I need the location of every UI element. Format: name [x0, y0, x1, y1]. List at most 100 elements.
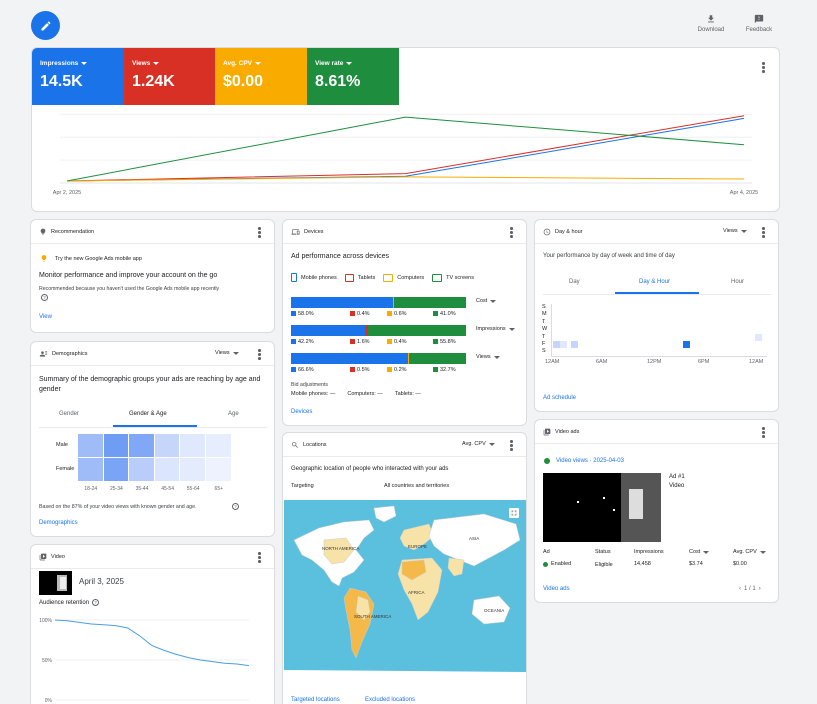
heatmap-cell[interactable] — [78, 434, 103, 457]
heatmap-cell[interactable] — [206, 458, 231, 481]
more-options-icon[interactable] — [762, 427, 765, 438]
next-page-icon[interactable]: › — [758, 586, 761, 592]
hour-label: 6PM — [698, 358, 710, 365]
device-segment — [392, 297, 394, 308]
video-ad-preview[interactable] — [543, 473, 661, 542]
dayhour-cell[interactable] — [571, 341, 578, 348]
feedback-button[interactable]: Feedback — [739, 14, 779, 33]
tab-age[interactable]: Age — [228, 411, 239, 417]
tab-gender[interactable]: Gender — [59, 411, 80, 417]
x-axis-line — [551, 355, 767, 357]
prev-page-icon[interactable]: ‹ — [739, 586, 741, 592]
recommendation-card: Recommendation Try the new Google Ads mo… — [30, 219, 275, 333]
col-avg-cpv[interactable]: Avg. CPV — [733, 549, 766, 555]
more-options-icon[interactable] — [762, 227, 765, 238]
dayhour-cell[interactable] — [754, 333, 762, 341]
device-stacked-bar[interactable] — [291, 353, 466, 364]
phone-icon — [291, 273, 297, 282]
heatmap-cell[interactable] — [154, 458, 180, 481]
device-segment — [364, 325, 368, 336]
device-percent: 32.7% — [440, 367, 456, 373]
metric-tile-avg-cpv[interactable]: Avg. CPV $0.00 — [215, 48, 307, 105]
heatmap-cell[interactable] — [103, 434, 129, 457]
devices-link[interactable]: Devices — [291, 409, 313, 415]
metric-label: Impressions — [40, 60, 79, 67]
legend-swatch — [387, 367, 392, 373]
device-metric-dropdown[interactable]: Impressions — [476, 326, 515, 332]
tab-gender-age[interactable]: Gender & Age — [129, 411, 167, 417]
audience-retention-chart: 100% 50% 0% — [39, 618, 250, 704]
tab-hour[interactable]: Hour — [731, 279, 745, 285]
help-icon[interactable]: ? — [92, 599, 100, 606]
metric-tile-views[interactable]: Views 1.24K — [124, 48, 215, 105]
device-segment — [368, 325, 466, 336]
more-options-icon[interactable] — [258, 552, 261, 563]
dayhour-cell[interactable] — [553, 341, 560, 348]
caret-down-icon — [255, 62, 262, 65]
fullscreen-button[interactable] — [509, 508, 519, 518]
device-metric-dropdown[interactable]: Views — [476, 354, 500, 360]
help-icon[interactable]: ? — [41, 294, 48, 301]
excluded-locations-link[interactable]: Excluded locations — [365, 697, 416, 703]
metric-value: 1.24K — [132, 73, 175, 90]
day-label: W — [542, 326, 548, 333]
heatmap-cell[interactable] — [103, 458, 129, 481]
dayhour-cell[interactable] — [560, 341, 568, 348]
heatmap-col-label: 35-44 — [135, 486, 149, 492]
targeted-locations-link[interactable]: Targeted locations — [291, 697, 340, 703]
metric-tile-view-rate[interactable]: View rate 8.61% — [307, 48, 399, 105]
heatmap-cell[interactable] — [78, 458, 103, 481]
row-eligibility: Eligible — [595, 562, 613, 568]
more-options-icon[interactable] — [258, 227, 261, 238]
more-options-icon[interactable] — [510, 227, 513, 238]
recommendation-tip: Try the new Google Ads mobile app — [55, 255, 142, 262]
dayhour-metric-dropdown[interactable]: Views — [723, 228, 747, 234]
legend-swatch — [291, 311, 296, 317]
heatmap-cell[interactable] — [129, 458, 154, 481]
heatmap-col-label: 18-24 — [84, 486, 98, 492]
video-ads-link[interactable]: Video ads — [543, 586, 570, 592]
more-options-icon[interactable] — [510, 440, 513, 451]
lightbulb-icon — [41, 255, 47, 262]
pager-text: 1 / 1 — [744, 586, 756, 592]
day-hour-card: Day & hour Views Your performance by day… — [534, 219, 779, 412]
heatmap-cell[interactable] — [154, 434, 180, 457]
tab-day[interactable]: Day — [569, 279, 580, 285]
demographics-summary: Summary of the demographic groups your a… — [39, 376, 261, 393]
tab-day-hour[interactable]: Day & Hour — [639, 279, 671, 285]
locations-metric-dropdown[interactable]: Avg. CPV — [462, 441, 495, 447]
retention-label: Audience retention — [39, 599, 90, 606]
view-link[interactable]: View — [39, 314, 52, 320]
device-metric-dropdown[interactable]: Cost — [476, 298, 497, 304]
schedule-icon — [543, 228, 551, 235]
help-icon[interactable]: ? — [232, 503, 239, 510]
hour-label: 12PM — [647, 358, 662, 365]
fullscreen-icon — [511, 510, 517, 516]
more-options-icon[interactable] — [762, 62, 765, 73]
demographics-metric-dropdown[interactable]: Views — [215, 350, 239, 356]
dayhour-cell[interactable] — [682, 341, 690, 348]
day-label: T — [542, 333, 546, 340]
world-map[interactable]: NORTH AMERICA EUROPE ASIA AFRICA SOUTH A… — [284, 500, 526, 688]
heatmap-cell[interactable] — [180, 434, 205, 457]
demographics-link[interactable]: Demographics — [39, 520, 78, 526]
heatmap-cell[interactable] — [206, 434, 231, 457]
caret-down-icon — [493, 355, 500, 359]
ad-schedule-link[interactable]: Ad schedule — [543, 395, 577, 401]
device-percent: 0.4% — [394, 339, 407, 345]
col-cost[interactable]: Cost — [689, 549, 710, 555]
device-stacked-bar[interactable] — [291, 325, 466, 336]
dropdown-value: Cost — [476, 298, 488, 304]
video-views-title[interactable]: Video views · 2025-04-03 — [556, 458, 624, 464]
more-options-icon[interactable] — [258, 349, 261, 360]
caret-down-icon — [703, 550, 710, 554]
edit-button[interactable] — [31, 11, 60, 40]
device-value-label: 66.6% — [291, 367, 314, 373]
heatmap-cell[interactable] — [129, 434, 154, 457]
heatmap-cell[interactable] — [180, 458, 205, 481]
device-value-label: 41.0% — [433, 311, 456, 317]
metric-tile-impressions[interactable]: Impressions 14.5K — [32, 48, 124, 105]
video-thumbnail[interactable] — [39, 571, 72, 595]
device-stacked-bar[interactable] — [291, 297, 466, 308]
download-button[interactable]: Download — [691, 14, 731, 33]
